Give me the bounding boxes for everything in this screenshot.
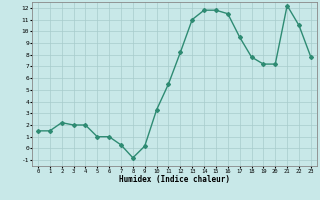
- X-axis label: Humidex (Indice chaleur): Humidex (Indice chaleur): [119, 175, 230, 184]
